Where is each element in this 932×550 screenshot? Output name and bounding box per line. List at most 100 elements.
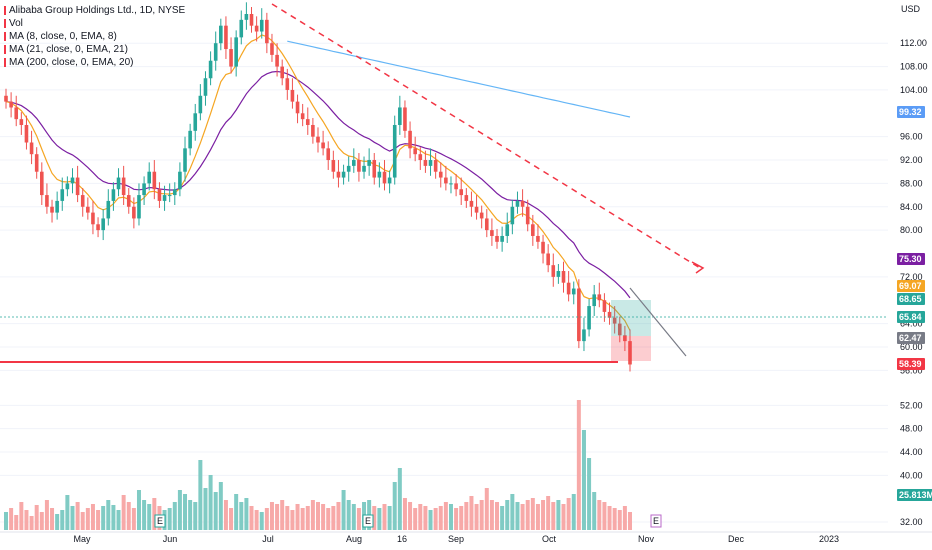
candle-body [382,171,387,184]
ma21-flag-icon [4,45,6,54]
ma8-line [5,34,631,331]
volume-bar [269,502,274,530]
volume-bar [249,506,254,530]
legend-vol[interactable]: Vol [4,17,185,30]
volume-bar [408,502,413,530]
ma21-path [5,70,631,299]
candle-body [617,323,622,336]
price-tag-label: 65.84 [899,312,922,322]
candle-body [398,107,402,125]
volume-bar [254,510,259,530]
volume-bar [571,494,576,530]
candle-body [132,206,136,219]
volume-bar [316,502,320,530]
volume-bar [280,500,285,530]
candle-body [331,160,336,172]
volume-bar [116,510,121,530]
candle-body [229,49,233,67]
candle-body [111,189,116,201]
candle-body [495,235,499,242]
vol-label: Vol [9,18,23,29]
price-label: 84.00 [900,202,923,212]
price-label: 72.00 [900,272,923,282]
volume-bar [111,505,116,530]
volume-bar [448,504,453,530]
volume-bar [65,495,70,530]
candle-body [34,154,39,172]
candle-body [566,282,571,295]
volume-bar [50,508,55,530]
date-label: Aug [346,534,362,544]
candle-body [40,171,44,196]
volume-bar [275,504,280,530]
candle-body [96,224,100,231]
candle-body [505,224,510,236]
volume-bar [9,508,14,530]
candle-body [285,78,290,90]
volume-bar [218,482,223,530]
candle-body [433,160,438,172]
earnings-marker-icon [650,514,662,528]
candle-body [203,78,208,96]
ma21-line [5,70,631,299]
currency-label: USD [901,4,921,14]
candle-body [449,183,453,185]
candle-body [510,206,515,225]
candle-body [362,165,366,172]
legend-ma200[interactable]: MA (200, close, 0, EMA, 20) [4,56,185,69]
volume-bar [505,500,510,530]
volume-bar [96,510,101,530]
date-label: Jul [262,534,274,544]
candle-body [219,25,223,44]
candle-body [525,206,530,225]
candle-body [249,14,254,26]
volume-bar [229,508,234,530]
volume-bar [183,494,188,530]
volume-bar [305,506,310,530]
volume-bar [331,506,336,530]
price-tag-label: 25.813M [899,490,932,500]
volume-bar [377,508,382,530]
legend: Alibaba Group Holdings Ltd., 1D, NYSE Vo… [4,4,185,69]
volume-bar [39,512,44,530]
volume-bar [372,506,377,530]
volume-bar [239,502,244,530]
position-loss-box [611,336,651,361]
price-tag-label: 75.30 [899,254,922,264]
volume-bar [351,504,356,530]
price-label: 112.00 [900,38,927,48]
ma200-line [287,40,631,118]
symbol-flag-icon [4,6,6,15]
candle-body [413,148,417,155]
volume-bar [464,502,469,530]
trend-arrow-head [691,261,705,274]
legend-ma8[interactable]: MA (8, close, 0, EMA, 8) [4,30,185,43]
candle-body [592,294,596,307]
candle-body [167,195,172,197]
candle-body [239,19,244,38]
candle-body [392,124,397,178]
candle-body [403,107,407,131]
price-label: 80.00 [900,225,923,235]
price-label: 48.00 [900,424,923,434]
volume-bar [24,510,29,530]
volume-bar [418,504,423,530]
candle-body [50,206,54,213]
candle-body [372,160,377,178]
volume-bar [310,500,315,530]
candle-body [352,160,356,166]
candle-body [280,66,284,79]
legend-symbol[interactable]: Alibaba Group Holdings Ltd., 1D, NYSE [4,4,185,17]
vol-flag-icon [4,19,6,28]
candle-body [213,43,218,61]
legend-ma21[interactable]: MA (21, close, 0, EMA, 21) [4,43,185,56]
drawings [0,3,888,363]
candle-body [423,160,428,166]
volume-bar [556,500,561,530]
volume-bar [203,488,208,530]
volume-bar [321,504,326,530]
ma200-label: MA (200, close, 0, EMA, 20) [9,57,134,68]
candle-body [193,113,198,131]
volume-bar [607,506,612,530]
